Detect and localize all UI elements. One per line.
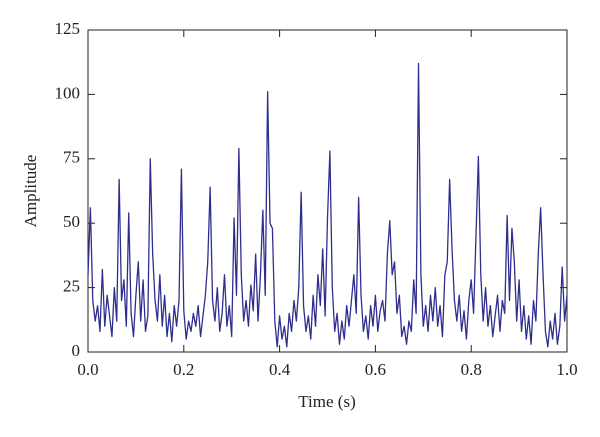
- y-tick-label: 25: [63, 277, 80, 296]
- y-axis-title: Amplitude: [21, 155, 40, 228]
- x-axis-title: Time (s): [298, 392, 355, 411]
- y-tick-label: 75: [63, 148, 80, 167]
- x-tick-label: 1.0: [556, 360, 577, 379]
- y-tick-label: 100: [55, 83, 81, 102]
- x-tick-label: 0.2: [173, 360, 194, 379]
- y-tick-label: 125: [55, 19, 81, 38]
- x-tick-label: 0.8: [461, 360, 482, 379]
- y-tick-label: 0: [72, 341, 81, 360]
- x-tick-label: 0.4: [269, 360, 291, 379]
- x-tick-label: 0.6: [365, 360, 386, 379]
- plot-frame: [87, 29, 568, 353]
- x-tick-label: 0.0: [77, 360, 98, 379]
- y-tick-label: 50: [63, 212, 80, 231]
- data-line: [87, 62, 568, 348]
